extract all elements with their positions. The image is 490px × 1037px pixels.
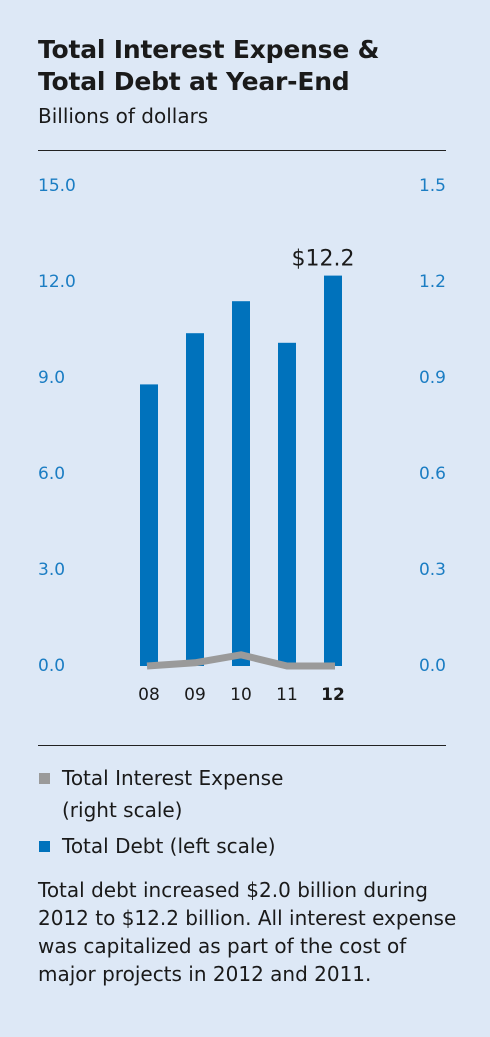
bottom-divider <box>38 745 446 746</box>
bar-total-debt <box>278 342 296 666</box>
right-tick-label: 1.2 <box>419 272 446 292</box>
right-tick-label: 0.3 <box>419 560 446 580</box>
right-tick-label: 0.0 <box>419 656 446 676</box>
bar-total-debt <box>186 333 204 666</box>
legend-label-interest: Total Interest Expense <box>62 766 284 790</box>
footnote: Total debt increased $2.0 billion during… <box>38 878 457 986</box>
left-tick-label: 9.0 <box>38 368 65 388</box>
right-tick-label: 0.9 <box>419 368 446 388</box>
right-tick-label: 0.6 <box>419 464 446 484</box>
category-label: 12 <box>321 685 345 705</box>
chart-plot: 0.0 3.0 6.0 9.0 12.0 15.0 0.0 0.3 0.6 0.9 1.2 1.5 08… <box>38 176 446 705</box>
category-label: 09 <box>184 685 206 705</box>
line-total-interest-expense <box>146 651 335 670</box>
category-label: 08 <box>138 685 160 705</box>
left-tick-label: 12.0 <box>38 272 76 292</box>
chart-subtitle: Billions of dollars <box>38 104 209 128</box>
left-tick-label: 3.0 <box>38 560 65 580</box>
title-line-2: Total Debt at Year-End <box>38 67 350 96</box>
left-tick-label: 15.0 <box>38 176 76 196</box>
bar-total-debt <box>232 301 250 666</box>
category-label: 11 <box>276 685 298 705</box>
left-tick-label: 6.0 <box>38 464 65 484</box>
bar-total-debt <box>324 275 342 666</box>
right-tick-label: 1.5 <box>419 176 446 196</box>
top-divider <box>38 150 446 151</box>
legend: Total Interest Expense (right scale) Tot… <box>38 762 283 862</box>
legend-item-debt: Total Debt (left scale) <box>38 830 283 862</box>
legend-item-interest: Total Interest Expense (right scale) <box>38 762 283 826</box>
legend-swatch-debt <box>39 841 50 852</box>
title-line-1: Total Interest Expense & <box>38 35 380 64</box>
bar-total-debt <box>140 384 158 666</box>
legend-label-interest-scale: (right scale) <box>62 798 183 822</box>
category-label: 10 <box>230 685 252 705</box>
data-label-last-bar: $12.2 <box>292 247 355 272</box>
legend-label-debt: Total Debt (left scale) <box>62 834 276 858</box>
chart-title: Total Interest Expense & Total Debt at Y… <box>38 34 468 98</box>
left-tick-label: 0.0 <box>38 656 65 676</box>
legend-swatch-interest <box>39 773 50 784</box>
